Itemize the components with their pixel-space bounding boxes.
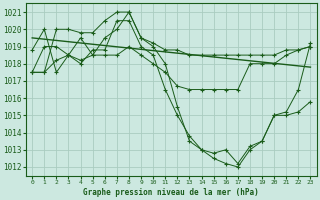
X-axis label: Graphe pression niveau de la mer (hPa): Graphe pression niveau de la mer (hPa) xyxy=(84,188,259,197)
